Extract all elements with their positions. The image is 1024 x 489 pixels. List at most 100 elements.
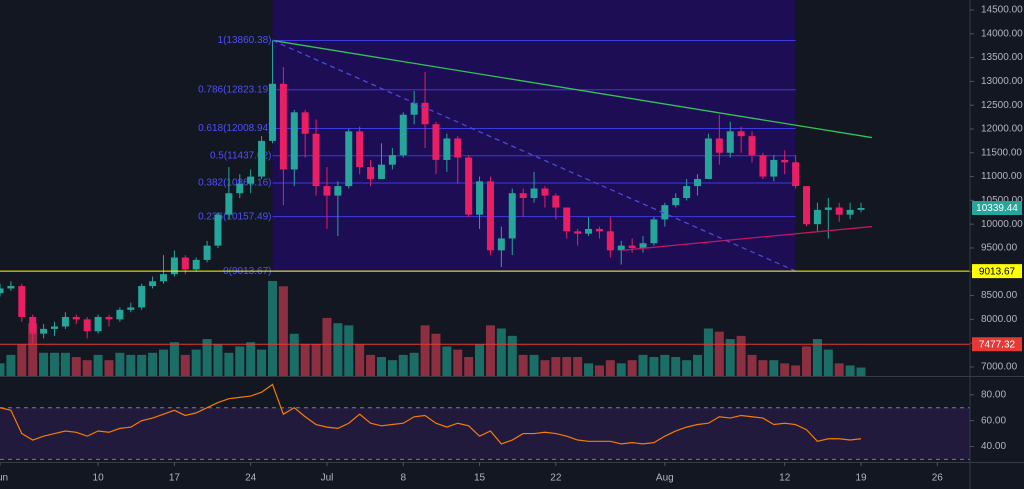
candle-body xyxy=(846,209,854,215)
x-tick-label: 10 xyxy=(93,473,105,484)
volume-bar xyxy=(137,354,147,376)
volume-bar xyxy=(529,354,539,376)
candle-body xyxy=(617,245,625,251)
volume-bar xyxy=(562,357,572,376)
candle-body xyxy=(639,243,647,248)
volume-bar xyxy=(0,363,5,376)
volume-bar xyxy=(802,346,812,376)
candle-body xyxy=(312,133,320,187)
volume-bar xyxy=(649,357,659,376)
volume-bar xyxy=(409,352,419,376)
x-tick-label: 24 xyxy=(245,473,257,484)
volume-bar xyxy=(605,360,615,376)
candle-body xyxy=(105,316,113,320)
volume-bar xyxy=(584,363,594,376)
volume-bar xyxy=(213,344,223,376)
volume-bar xyxy=(496,328,506,376)
candle-body xyxy=(585,228,593,234)
candle-body xyxy=(683,186,691,198)
volume-bar xyxy=(518,354,528,376)
volume-bar xyxy=(671,357,681,376)
y-tick-label: 14000.00 xyxy=(981,28,1023,39)
candle-body xyxy=(323,186,331,196)
candle-body xyxy=(377,164,385,179)
x-tick-label: 12 xyxy=(779,473,791,484)
x-tick-label: Jun xyxy=(0,473,8,484)
y-tick-label: 9500.00 xyxy=(981,243,1018,254)
candle-body xyxy=(7,286,15,289)
candle-body xyxy=(159,274,167,282)
volume-bar xyxy=(333,323,343,376)
candle-body xyxy=(138,286,146,308)
volume-bar xyxy=(289,333,299,376)
y-tick-label: 8000.00 xyxy=(981,314,1018,325)
volume-bar xyxy=(823,349,833,376)
candle-body xyxy=(367,167,375,179)
volume-bar xyxy=(93,354,103,376)
candle-body xyxy=(18,286,26,317)
volume-bar xyxy=(703,328,713,376)
volume-bar xyxy=(278,286,288,376)
candle-body xyxy=(301,112,309,134)
candle-body xyxy=(279,83,287,170)
trendline xyxy=(272,39,873,139)
candle-body xyxy=(563,207,571,232)
candle-body xyxy=(508,193,516,239)
candle-body xyxy=(726,131,734,153)
candle-body xyxy=(748,136,756,156)
volume-bar xyxy=(376,357,386,376)
candle-body xyxy=(476,181,484,215)
volume-bar xyxy=(475,344,485,376)
rsi-line xyxy=(0,383,862,445)
volume-bar xyxy=(104,360,114,376)
volume-bar xyxy=(17,344,27,376)
volume-bar xyxy=(464,357,474,376)
candle-body xyxy=(803,186,811,225)
volume-bar xyxy=(148,352,158,376)
candle-body xyxy=(628,245,636,248)
volume-bar xyxy=(431,333,441,376)
candle-body xyxy=(715,138,723,153)
line-price-tag: 7477.32 xyxy=(979,339,1016,350)
volume-bar xyxy=(311,344,321,376)
volume-bar xyxy=(812,339,822,376)
volume-bar xyxy=(791,365,801,376)
x-tick-label: Aug xyxy=(656,473,674,484)
volume-bar xyxy=(627,360,637,376)
volume-bar xyxy=(39,352,49,376)
volume-bar xyxy=(267,281,277,376)
candle-body xyxy=(345,131,353,187)
candle-body xyxy=(770,159,778,177)
volume-bar xyxy=(507,335,517,376)
rsi-y-tick-label: 80.00 xyxy=(981,389,1006,400)
y-tick-label: 13000.00 xyxy=(981,76,1023,87)
candle-body xyxy=(225,193,233,215)
volume-bar xyxy=(725,339,735,376)
fib-label: 0.382(10865.16) xyxy=(198,178,271,189)
candle-body xyxy=(399,114,407,156)
volume-bar xyxy=(246,342,256,376)
volume-bar xyxy=(49,352,59,376)
candle-body xyxy=(181,257,189,270)
candle-body xyxy=(50,326,58,329)
line-price-tag-bg xyxy=(972,337,1022,352)
candle-body xyxy=(116,309,124,320)
fib-label: 0.786(12823.19) xyxy=(198,84,271,95)
volume-bar xyxy=(6,354,16,376)
volume-bar xyxy=(551,357,561,376)
volume-bar xyxy=(191,349,201,376)
volume-bar xyxy=(682,360,692,376)
line-price-tag-bg xyxy=(972,264,1022,279)
candle-body xyxy=(595,228,603,232)
volume-bar xyxy=(387,360,397,376)
volume-bar xyxy=(235,346,245,376)
y-tick-label: 7000.00 xyxy=(981,362,1018,373)
volume-bar xyxy=(856,367,866,376)
candle-body xyxy=(268,83,276,141)
candle-body xyxy=(290,112,298,170)
volume-bar xyxy=(714,331,724,376)
volume-bar xyxy=(300,344,310,376)
candle-body xyxy=(672,197,680,206)
